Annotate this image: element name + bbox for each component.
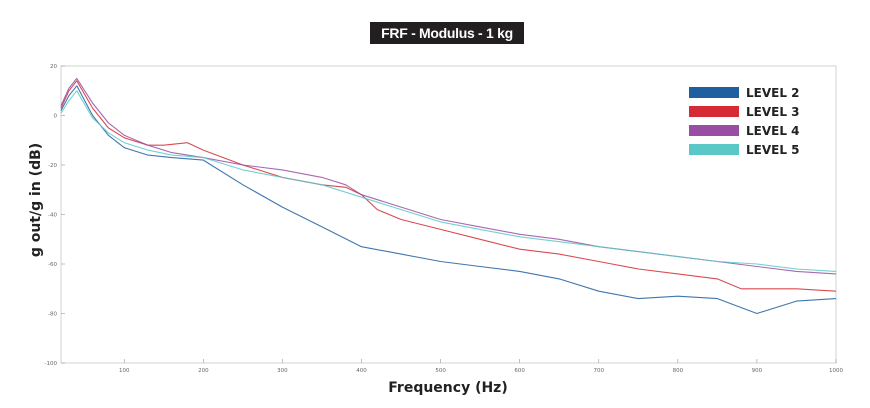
- y-tick-label: -100: [45, 361, 58, 367]
- y-tick-label: -40: [48, 213, 57, 219]
- x-tick-label: 800: [673, 368, 684, 374]
- x-tick-label: 300: [277, 368, 288, 374]
- x-axis-label: Frequency (Hz): [388, 380, 507, 396]
- legend-swatch: [689, 106, 739, 117]
- y-tick-label: 0: [54, 114, 58, 120]
- x-tick-label: 1000: [829, 368, 843, 374]
- legend-label: LEVEL 2: [746, 86, 800, 100]
- legend-swatch: [689, 125, 739, 136]
- x-tick-label: 500: [435, 368, 446, 374]
- legend-label: LEVEL 3: [746, 105, 800, 119]
- x-tick-label: 700: [594, 368, 605, 374]
- y-tick-label: -80: [48, 312, 57, 318]
- x-tick-label: 600: [514, 368, 525, 374]
- series-line-level-5: [60, 90, 837, 272]
- x-tick-label: 900: [752, 368, 763, 374]
- x-tick-label: 100: [119, 368, 130, 374]
- legend-swatch: [689, 87, 739, 98]
- x-tick-label: 400: [356, 368, 367, 374]
- legend: LEVEL 2 LEVEL 3 LEVEL 4 LEVEL 5: [689, 86, 800, 157]
- series-group: [60, 77, 837, 315]
- x-tick-label: 200: [198, 368, 209, 374]
- tick-group: 100 200 300 400 500 600 700 800 900 1000200-20-40…: [45, 64, 844, 374]
- legend-label: LEVEL 5: [746, 143, 800, 157]
- series-line-level-2: [60, 85, 837, 315]
- legend-label: LEVEL 4: [746, 124, 800, 138]
- chart-title: FRF - Modulus - 1 kg: [370, 22, 524, 44]
- y-tick-label: -60: [48, 262, 57, 268]
- legend-swatch: [689, 144, 739, 155]
- y-tick-label: -20: [48, 163, 57, 169]
- y-axis-label: g out/g in (dB): [28, 143, 44, 257]
- y-tick-label: 20: [50, 64, 57, 70]
